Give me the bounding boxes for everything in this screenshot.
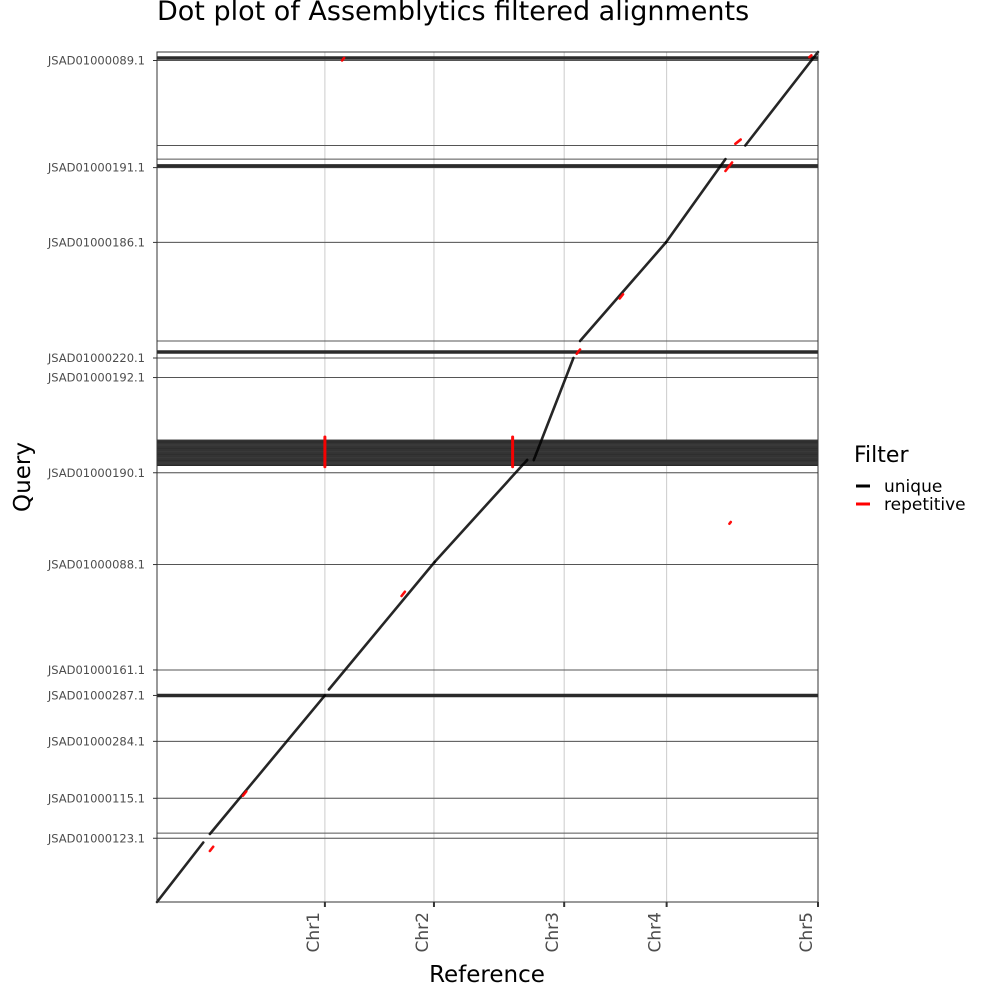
legend: Filter unique repetitive	[854, 443, 966, 515]
y-tick-label: JSAD01000192.1	[47, 371, 145, 385]
legend-label-repetitive: repetitive	[884, 495, 966, 515]
unique-alignment-segment	[208, 694, 327, 836]
repetitive-alignment-segment	[728, 520, 733, 526]
repetitive-alignment-segment	[208, 845, 215, 853]
repetitive-alignment-segment	[575, 348, 582, 356]
repetitive-alignment-segment	[400, 590, 407, 598]
unique-alignment-segment	[433, 458, 529, 564]
y-axis-title: Query	[10, 442, 36, 512]
unique-alignment-segment	[743, 50, 820, 147]
x-tick-labels: Chr1 Chr2 Chr3 Chr4 Chr5	[304, 902, 819, 952]
legend-label-unique: unique	[884, 477, 942, 497]
unique-alignment-segment	[578, 241, 668, 343]
unique-alignment-segment	[327, 560, 436, 691]
x-axis-title: Reference	[429, 962, 545, 988]
x-tick-label-chr2: Chr2	[413, 912, 433, 952]
y-tick-label: JSAD01000284.1	[47, 734, 145, 748]
y-tick-label: JSAD01000115.1	[47, 791, 145, 805]
x-tick-label-chr3: Chr3	[543, 912, 563, 952]
alignment-series	[155, 50, 820, 904]
plot-panel-border	[156, 51, 819, 903]
contig-boundary-lines	[157, 51, 818, 903]
unique-alignment-segment	[155, 841, 205, 904]
unique-alignment-segment	[532, 356, 575, 462]
repetitive-alignment-segment	[734, 138, 742, 146]
y-tick-label: JSAD01000220.1	[47, 351, 145, 365]
y-tick-labels: JSAD01000089.1 JSAD01000191.1 JSAD01000186…	[47, 54, 157, 845]
x-tick-label-chr4: Chr4	[646, 912, 666, 952]
x-tick-label-chr1: Chr1	[304, 912, 324, 952]
repetitive-alignment-segment	[340, 56, 346, 62]
x-tick-label-chr5: Chr5	[797, 912, 817, 952]
chart-title: Dot plot of Assemblytics filtered alignm…	[157, 0, 749, 27]
y-tick-label: JSAD01000089.1	[47, 54, 145, 68]
y-tick-label: JSAD01000190.1	[47, 466, 145, 480]
repetitive-alignment-segment	[724, 161, 734, 173]
series-unique	[155, 50, 820, 904]
y-tick-label: JSAD01000191.1	[47, 161, 145, 175]
y-tick-label: JSAD01000161.1	[47, 663, 145, 677]
series-repetitive	[208, 54, 813, 853]
repetitive-alignment-segment	[618, 292, 625, 300]
repetitive-alignment-segment	[241, 790, 248, 798]
grid-lines	[157, 52, 819, 902]
y-tick-label: JSAD01000123.1	[47, 831, 145, 845]
y-tick-label: JSAD01000287.1	[47, 688, 145, 702]
unique-alignment-segment	[664, 157, 727, 244]
y-tick-label: JSAD01000186.1	[47, 235, 145, 249]
y-tick-label: JSAD01000088.1	[47, 558, 145, 572]
legend-title: Filter	[854, 443, 909, 468]
repetitive-alignment-segment	[808, 54, 813, 59]
